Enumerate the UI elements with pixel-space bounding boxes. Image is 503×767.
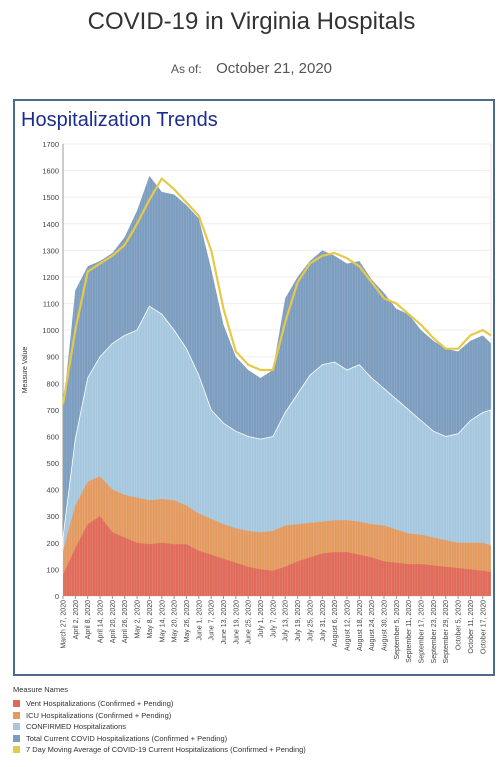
x-tick-label: July 7, 2020 <box>270 600 277 638</box>
x-tick-label: July 1, 2020 <box>258 600 265 638</box>
x-tick-label: April 2, 2020 <box>73 600 80 639</box>
x-tick-label: September 23, 2020 <box>431 600 438 664</box>
x-tick-label: July 25, 2020 <box>307 600 314 642</box>
x-tick-label: April 26, 2020 <box>122 600 129 643</box>
chart-title: Hospitalization Trends <box>21 109 218 131</box>
legend-label: CONFIRMED Hospitalizations <box>26 722 127 732</box>
legend-items: Vent Hospitalizations (Confirmed + Pendi… <box>13 698 493 756</box>
x-tick-label: August 6, 2020 <box>332 600 339 647</box>
x-tick-label: June 19, 2020 <box>233 600 240 644</box>
x-tick-label: October 17, 2020 <box>480 600 487 654</box>
y-axis-label: Measure Value <box>22 347 29 394</box>
legend-item-total-area: Total Current COVID Hospitalizations (Co… <box>13 733 493 745</box>
y-tick-label: 800 <box>46 379 59 388</box>
y-tick-label: 1300 <box>42 246 59 255</box>
page-title: COVID-19 in Virginia Hospitals <box>87 8 416 35</box>
y-tick-label: 1100 <box>43 300 59 309</box>
x-tick-label: September 17, 2020 <box>419 600 426 664</box>
x-tick-label: April 8, 2020 <box>85 600 92 639</box>
x-tick-label: October 5, 2020 <box>456 600 463 650</box>
x-tick-label: May 20, 2020 <box>172 600 179 643</box>
legend-swatch <box>13 723 20 731</box>
x-tick-label: June 7, 2020 <box>209 600 216 641</box>
y-tick-label: 1600 <box>42 167 59 176</box>
x-tick-label: May 26, 2020 <box>184 600 191 643</box>
x-tick-label: September 11, 2020 <box>406 600 413 663</box>
legend-label: Vent Hospitalizations (Confirmed + Pendi… <box>26 699 174 709</box>
x-tick-label: August 24, 2020 <box>369 600 376 651</box>
y-tick-label: 0 <box>55 592 59 601</box>
x-tick-label: March 27, 2020 <box>61 600 68 649</box>
x-tick-label: August 12, 2020 <box>345 600 352 651</box>
legend-item-icu-area: ICU Hospitalizations (Confirmed + Pendin… <box>13 710 493 722</box>
x-tick-label: July 13, 2020 <box>283 600 290 642</box>
series-vent-area <box>63 516 491 596</box>
legend-item-moving-average-line: 7 Day Moving Average of COVID-19 Current… <box>13 744 493 756</box>
legend-swatch <box>13 700 20 708</box>
x-tick-label: July 19, 2020 <box>295 600 302 642</box>
y-tick-label: 500 <box>46 459 59 468</box>
legend-item-confirmed-area: CONFIRMED Hospitalizations <box>13 721 493 733</box>
x-tick-label: April 20, 2020 <box>110 600 117 643</box>
chart-panel: Hospitalization Trends 0 100 200 300 400 500 6… <box>13 99 495 676</box>
legend-swatch <box>13 734 20 742</box>
y-tick-label: 400 <box>46 486 59 495</box>
legend-item-vent-area: Vent Hospitalizations (Confirmed + Pendi… <box>13 698 493 710</box>
y-tick-label: 700 <box>46 406 59 415</box>
x-tick-label: June 1, 2020 <box>196 600 203 641</box>
x-tick-label: April 14, 2020 <box>98 600 105 643</box>
y-tick-label: 600 <box>46 432 59 441</box>
as-of-line: As of: October 21, 2020 <box>0 60 503 78</box>
y-tick-label: 1200 <box>42 273 59 282</box>
y-tick-label: 100 <box>46 565 59 574</box>
as-of-label: As of: <box>170 62 202 76</box>
y-tick-label: 1400 <box>42 220 59 229</box>
y-tick-label: 300 <box>46 512 59 521</box>
x-tick-label: September 5, 2020 <box>394 600 401 660</box>
legend-label: 7 Day Moving Average of COVID-19 Current… <box>26 745 306 755</box>
legend-swatch <box>13 746 20 754</box>
legend-swatch <box>13 711 20 719</box>
y-tick-label: 1700 <box>42 140 59 149</box>
x-tick-label: August 18, 2020 <box>357 600 364 651</box>
x-tick-label: July 31, 2020 <box>320 600 327 642</box>
legend-label: ICU Hospitalizations (Confirmed + Pendin… <box>26 710 172 720</box>
x-tick-label: June 25, 2020 <box>246 600 253 644</box>
x-tick-label: October 11, 2020 <box>468 600 475 654</box>
as-of-date: October 21, 2020 <box>216 60 333 77</box>
y-tick-label: 1500 <box>42 193 59 202</box>
series-moving-average-line <box>61 177 492 405</box>
x-tick-label: May 14, 2020 <box>159 600 166 643</box>
hospitalization-chart: 0 100 200 300 400 500 600 700 800 900 1000 1100 1200… <box>22 140 492 664</box>
x-tick-label: May 2, 2020 <box>135 600 142 639</box>
y-tick-label: 1000 <box>42 326 59 335</box>
x-tick-label: May 8, 2020 <box>147 600 154 639</box>
y-tick-label: 200 <box>46 539 59 548</box>
x-tick-label: September 29, 2020 <box>443 600 450 664</box>
legend: Measure Names Vent Hospitalizations (Con… <box>13 685 493 756</box>
y-tick-label: 900 <box>46 353 59 362</box>
legend-title: Measure Names <box>13 685 69 694</box>
x-tick-label: June 13, 2020 <box>221 600 228 644</box>
x-tick-label: August 30, 2020 <box>382 600 389 651</box>
legend-label: Total Current COVID Hospitalizations (Co… <box>26 733 228 743</box>
